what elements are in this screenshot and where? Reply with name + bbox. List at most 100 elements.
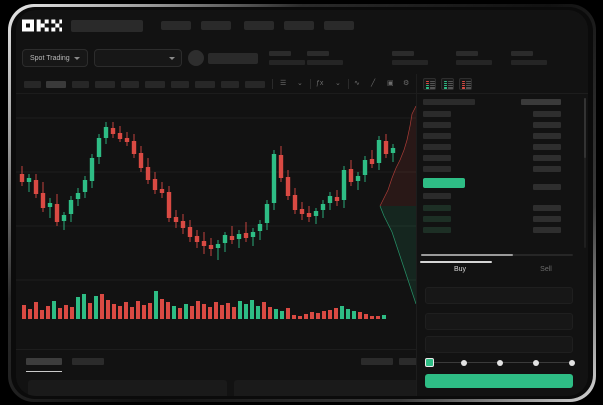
market-stat-value xyxy=(269,60,305,65)
last-price-row xyxy=(423,178,465,188)
camera-icon[interactable]: ▣ xyxy=(387,80,394,87)
orderbook-scroll-thumb[interactable] xyxy=(421,254,513,256)
orderbook-bids-icon[interactable] xyxy=(441,78,454,90)
candlestick-chart[interactable] xyxy=(16,94,416,309)
slider-stop-75[interactable] xyxy=(533,359,539,366)
timeframe-button-2[interactable] xyxy=(46,81,66,88)
price-input[interactable] xyxy=(425,287,573,304)
market-stat-2 xyxy=(307,51,343,65)
nav-item-3[interactable] xyxy=(244,21,274,30)
market-sub-header: Spot Trading xyxy=(16,42,588,74)
bottom-action-2[interactable] xyxy=(399,358,431,365)
market-stat-label xyxy=(269,51,291,56)
timeframe-button-1[interactable] xyxy=(24,81,41,88)
timeframe-button-5[interactable] xyxy=(121,81,139,88)
orderbook-display-modes xyxy=(417,74,588,94)
bottom-action-1[interactable] xyxy=(361,358,393,365)
market-stat-value xyxy=(307,60,343,65)
tab-buy[interactable]: Buy xyxy=(453,266,467,273)
orderbook-bid-price[interactable] xyxy=(423,227,451,233)
slider-handle[interactable] xyxy=(425,358,434,367)
market-stat-label xyxy=(511,51,533,56)
buy-submit-button[interactable] xyxy=(425,374,573,388)
candle-type-icon[interactable]: ☰ xyxy=(280,80,287,87)
coin-avatar-icon xyxy=(188,50,204,66)
orderbook-ask-amount[interactable] xyxy=(533,166,561,172)
orderbook-header-left xyxy=(423,99,475,105)
market-stat-value xyxy=(511,60,547,65)
slider-stop-50[interactable] xyxy=(497,359,503,366)
orderbook-ask-amount[interactable] xyxy=(533,155,561,161)
timeframe-button-4[interactable] xyxy=(95,81,115,88)
nav-item-4[interactable] xyxy=(284,21,314,30)
orderbook-bid-price[interactable] xyxy=(423,205,451,211)
orderbook-ask-amount[interactable] xyxy=(533,144,561,150)
orders-content-box-1 xyxy=(28,380,227,396)
okx-logo-icon[interactable] xyxy=(22,19,62,32)
nav-item-1[interactable] xyxy=(161,21,191,30)
panel-scrollbar-thumb[interactable] xyxy=(584,98,586,158)
timeframe-button-9[interactable] xyxy=(221,81,239,88)
drawing-pen-icon[interactable]: ╱ xyxy=(371,80,376,87)
nav-item-2[interactable] xyxy=(201,21,231,30)
orderbook-ask-price[interactable] xyxy=(423,122,451,128)
trade-tab-underline xyxy=(420,261,492,263)
chart-toolbar: ☰ ⌄ ƒx ⌄ ∿ ╱ ▣ ⚙ ⛶ xyxy=(16,74,424,94)
orderbook-ask-price[interactable] xyxy=(423,133,451,139)
line-chart-icon[interactable]: ∿ xyxy=(354,80,360,87)
orderbook-ask-price[interactable] xyxy=(423,155,451,161)
percent-slider[interactable] xyxy=(425,357,577,369)
orderbook-bid-amount[interactable] xyxy=(533,184,561,190)
timeframe-button-7[interactable] xyxy=(171,81,189,88)
tab-sell[interactable]: Sell xyxy=(540,266,552,273)
chevron-down-icon xyxy=(169,56,175,60)
timeframe-button-8[interactable] xyxy=(195,81,215,88)
orderbook-bid-amount[interactable] xyxy=(533,227,561,233)
orderbook-ask-price[interactable] xyxy=(423,111,451,117)
candle-dropdown-icon[interactable]: ⌄ xyxy=(297,80,303,87)
orderbook-asks-icon[interactable] xyxy=(459,78,472,90)
indicators-icon[interactable]: ƒx xyxy=(316,80,324,87)
orderbook-ask-amount[interactable] xyxy=(533,111,561,117)
market-stat-value xyxy=(392,60,428,65)
orderbook-both-icon[interactable] xyxy=(423,78,436,90)
orderbook-bid-price[interactable] xyxy=(423,216,451,222)
price-chart-panel[interactable] xyxy=(16,94,416,349)
slider-stop-25[interactable] xyxy=(461,359,467,366)
slider-stop-100[interactable] xyxy=(569,359,575,366)
timeframe-button-10[interactable] xyxy=(245,81,265,88)
orderbook-ask-price[interactable] xyxy=(423,166,451,172)
orderbook-bid-price[interactable] xyxy=(423,193,451,199)
bottom-tab-2[interactable] xyxy=(72,358,104,365)
trade-form-tabs: Buy Sell xyxy=(417,261,588,283)
timeframe-button-6[interactable] xyxy=(145,81,165,88)
bottom-tab-1[interactable] xyxy=(26,358,62,365)
indicators-dropdown-icon[interactable]: ⌄ xyxy=(335,80,341,87)
pair-select[interactable] xyxy=(94,49,182,67)
orderbook-ask-amount[interactable] xyxy=(533,122,561,128)
market-stat-5 xyxy=(511,51,547,65)
orderbook-bid-amount[interactable] xyxy=(533,205,561,211)
panel-scrollbar-track[interactable] xyxy=(584,98,586,248)
depth-chart-overlay xyxy=(379,106,416,304)
orders-bottom-panel xyxy=(16,349,431,396)
trading-mode-select[interactable]: Spot Trading xyxy=(22,49,88,67)
settings-gear-icon[interactable]: ⚙ xyxy=(403,80,410,87)
orderbook-ask-price[interactable] xyxy=(423,144,451,150)
amount-input[interactable] xyxy=(425,313,573,330)
trading-mode-label: Spot Trading xyxy=(30,54,70,62)
timeframe-button-3[interactable] xyxy=(72,81,89,88)
market-stat-3 xyxy=(392,51,428,65)
app-header xyxy=(16,10,588,42)
orderbook-header-right xyxy=(521,99,561,105)
toolbar-divider xyxy=(348,79,349,89)
volume-chart xyxy=(22,291,386,319)
nav-item-5[interactable] xyxy=(324,21,354,30)
bottom-tab-underline xyxy=(26,371,62,372)
total-input[interactable] xyxy=(425,336,573,353)
orderbook-bid-amount[interactable] xyxy=(533,216,561,222)
market-stat-1 xyxy=(269,51,305,65)
toolbar-divider xyxy=(310,79,311,89)
search-input[interactable] xyxy=(71,20,143,32)
orderbook-ask-amount[interactable] xyxy=(533,133,561,139)
